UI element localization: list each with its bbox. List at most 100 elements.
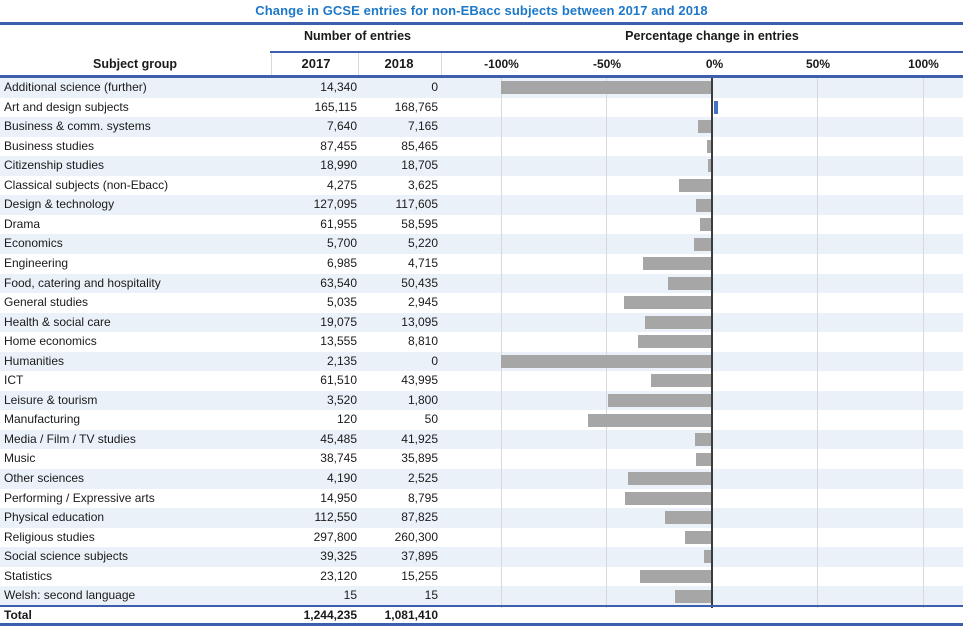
subject-cell: Business studies	[4, 138, 95, 153]
pct-change-bar	[639, 569, 712, 583]
entries-2018-cell: 50	[424, 412, 438, 427]
entries-2018-cell: 260,300	[394, 529, 438, 544]
column-header-2018: 2018	[384, 56, 414, 71]
pct-change-bar	[679, 178, 712, 192]
entries-2018-cell: 5,220	[407, 236, 438, 251]
table-row: Classical subjects (non-Ebacc) 4,275 3,6…	[0, 176, 963, 196]
table-row: Health & social care 19,075 13,095	[0, 312, 963, 333]
pre-total-rule	[0, 605, 963, 607]
pct-change-bar	[651, 374, 712, 388]
entries-2017-cell: 19,075	[320, 314, 357, 329]
entries-2018-cell: 43,995	[401, 373, 438, 388]
bottom-rule	[0, 623, 963, 626]
table-row: Leisure & tourism 3,520 1,800	[0, 390, 963, 411]
axis-tick-label: -50%	[592, 57, 622, 71]
pct-change-bar	[668, 276, 712, 290]
entries-2017-cell: 5,700	[326, 236, 357, 251]
entries-2018-cell: 117,605	[395, 197, 439, 212]
entries-2017-cell: 13,555	[320, 334, 357, 349]
pct-change-bar	[713, 100, 719, 114]
entries-2017-cell: 120	[336, 412, 357, 427]
zero-axis-line	[711, 78, 713, 623]
entries-2017-cell: 127,095	[313, 197, 357, 212]
subject-cell: General studies	[4, 295, 89, 310]
subject-cell: Drama	[4, 216, 41, 231]
subject-cell: Welsh: second language	[4, 588, 136, 603]
table-row: Humanities 2,135 0	[0, 351, 963, 372]
header-bottom-rule	[0, 75, 963, 78]
subject-cell: Classical subjects (non-Ebacc)	[4, 177, 169, 192]
entries-2017-cell: 45,485	[320, 431, 357, 446]
axis-tick-label: 100%	[908, 57, 939, 71]
subject-cell: Additional science (further)	[4, 80, 147, 94]
pct-change-bar	[695, 198, 712, 212]
entries-2018-cell: 13,095	[401, 314, 438, 329]
header-divider	[271, 53, 272, 75]
pct-change-bar	[693, 237, 712, 251]
entries-2018-cell: 87,825	[401, 510, 438, 525]
axis-tick-label: -100%	[484, 57, 519, 71]
subject-cell: Engineering	[4, 255, 69, 270]
pct-change-bar	[623, 296, 712, 310]
table-row: ICT 61,510 43,995	[0, 371, 963, 391]
pct-change-bar	[500, 81, 712, 95]
column-header-2017: 2017	[301, 56, 331, 71]
top-rule	[0, 22, 963, 25]
entries-2018-cell: 3,625	[407, 177, 438, 192]
table-row: Statistics 23,120 15,255	[0, 567, 963, 587]
entries-2017-cell: 61,955	[320, 216, 357, 231]
pct-change-bar	[674, 589, 712, 603]
table-row: General studies 5,035 2,945	[0, 293, 963, 313]
pct-change-bar	[665, 511, 712, 525]
subject-cell: Business & comm. systems	[4, 119, 151, 134]
entries-2018-cell: 1,081,410	[384, 607, 438, 622]
subject-cell: Music	[4, 451, 36, 466]
entries-2018-cell: 168,765	[394, 99, 438, 114]
entries-2018-cell: 35,895	[401, 451, 438, 466]
subject-cell: Leisure & tourism	[4, 392, 98, 407]
subject-cell: Art and design subjects	[4, 99, 129, 114]
entries-2018-cell: 41,925	[401, 431, 438, 446]
table-row: Additional science (further) 14,340 0	[0, 78, 963, 98]
subject-cell: Design & technology	[4, 197, 115, 212]
subject-cell: Economics	[4, 236, 63, 251]
entries-2017-cell: 63,540	[320, 275, 357, 290]
entries-2017-cell: 3,520	[326, 392, 357, 407]
entries-2018-cell: 37,895	[401, 549, 438, 564]
entries-2017-cell: 87,455	[320, 138, 357, 153]
table-row: Welsh: second language 15 15	[0, 586, 963, 606]
chart-gridline	[606, 78, 607, 623]
subject-cell: Performing / Expressive arts	[4, 490, 155, 505]
table-row: Home economics 13,555 8,810	[0, 332, 963, 352]
pct-change-bar	[645, 315, 712, 329]
entries-2018-cell: 58,595	[401, 216, 438, 231]
entries-2018-cell: 15	[424, 588, 438, 603]
entries-2017-cell: 165,115	[314, 99, 358, 114]
axis-tick-label: 0%	[705, 57, 724, 71]
subject-cell: Health & social care	[4, 314, 111, 329]
table-row: Total 1,244,235 1,081,410	[0, 607, 963, 623]
table-row: Media / Film / TV studies 45,485 41,925	[0, 429, 963, 450]
entries-2017-cell: 4,275	[326, 177, 357, 192]
entries-2018-cell: 8,795	[407, 490, 438, 505]
table-row: Food, catering and hospitality 63,540 50…	[0, 273, 963, 294]
pct-change-bar	[588, 413, 712, 427]
table-row: Economics 5,700 5,220	[0, 234, 963, 254]
entries-2018-cell: 50,435	[401, 275, 438, 290]
entries-2017-cell: 38,745	[320, 451, 357, 466]
entries-2017-cell: 61,510	[320, 373, 357, 388]
subject-cell: Other sciences	[4, 471, 85, 485]
table-row: Manufacturing 120 50	[0, 410, 963, 430]
entries-2017-cell: 6,985	[326, 255, 357, 270]
entries-2017-cell: 297,800	[313, 529, 357, 544]
entries-2017-cell: 2,135	[326, 353, 357, 368]
pct-change-bar	[695, 433, 712, 447]
pct-change-bar	[695, 452, 712, 466]
entries-2018-cell: 2,945	[407, 295, 438, 310]
table-row: Citizenship studies 18,990 18,705	[0, 156, 963, 176]
table-row: Business & comm. systems 7,640 7,165	[0, 117, 963, 137]
entries-2017-cell: 15	[343, 588, 357, 603]
subject-cell: ICT	[4, 373, 24, 388]
pct-change-group-header: Percentage change in entries	[625, 29, 799, 43]
